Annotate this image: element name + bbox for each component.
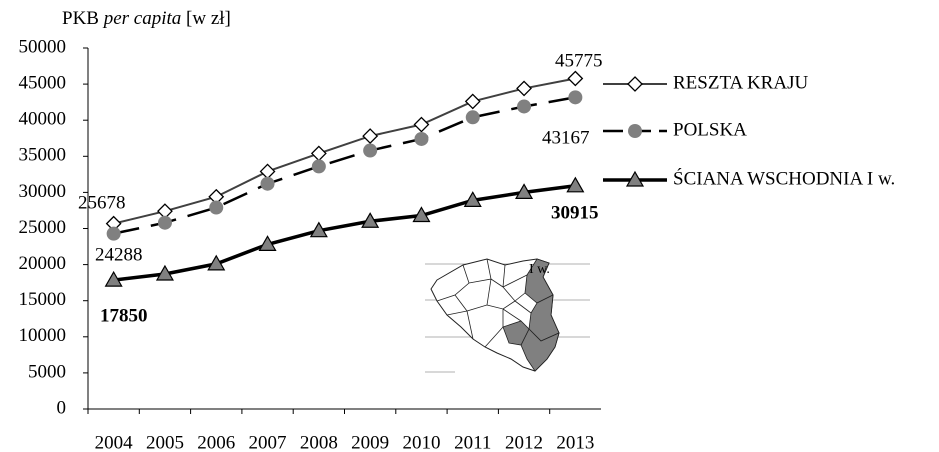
- marker: [463, 191, 482, 207]
- marker: [207, 254, 226, 271]
- marker: [260, 176, 275, 191]
- y-label-part: PKB: [62, 8, 104, 29]
- series: [105, 70, 584, 232]
- value-label: 45775: [555, 50, 603, 71]
- marker: [568, 90, 583, 105]
- y-tick-label: 50000: [19, 36, 67, 57]
- series-line: [113, 96, 576, 235]
- value-label: 43167: [542, 127, 590, 148]
- map-label: I w.: [529, 262, 550, 277]
- value-label: 17850: [100, 305, 148, 326]
- legend-marker: [625, 170, 645, 187]
- marker: [209, 200, 224, 215]
- marker: [567, 70, 584, 87]
- x-tick-label: 2011: [454, 432, 491, 452]
- series: [106, 90, 583, 241]
- x-tick-label: 2012: [505, 432, 543, 452]
- legend-marker: [627, 76, 643, 92]
- legend-label: POLSKA: [673, 119, 747, 140]
- x-tick-label: 2007: [249, 432, 287, 452]
- series-line: [113, 77, 576, 225]
- y-tick-label: 25000: [19, 217, 67, 238]
- x-tick-label: 2009: [351, 432, 389, 452]
- y-tick-label: 35000: [19, 145, 67, 166]
- y-tick-label: 45000: [19, 72, 67, 93]
- legend-marker: [628, 124, 642, 138]
- value-label: 30915: [551, 202, 599, 223]
- series-line: [113, 184, 576, 282]
- y-tick-label: 20000: [19, 253, 67, 274]
- marker: [155, 264, 174, 281]
- y-axis-label: PKB per capita [w zł]: [62, 8, 231, 29]
- value-label: 25678: [78, 192, 126, 213]
- marker: [258, 235, 277, 251]
- legend-label: ŚCIANA WSCHODNIA I w.: [673, 167, 895, 189]
- map-inset: I w.: [425, 258, 590, 373]
- y-tick-label: 10000: [19, 325, 67, 346]
- marker: [310, 145, 327, 162]
- y-label-part: [w zł]: [181, 8, 231, 29]
- marker: [104, 270, 123, 287]
- marker: [465, 110, 480, 125]
- marker: [516, 80, 532, 97]
- y-tick-label: 40000: [19, 109, 67, 130]
- marker: [414, 131, 429, 146]
- marker: [413, 116, 430, 133]
- marker: [362, 128, 379, 145]
- marker: [361, 212, 380, 228]
- y-tick-label: 5000: [28, 361, 66, 382]
- marker: [106, 226, 121, 241]
- y-label-part: per capita: [102, 8, 182, 29]
- series: [104, 176, 585, 287]
- value-label: 24288: [95, 244, 143, 265]
- marker: [566, 176, 585, 193]
- marker: [412, 206, 431, 223]
- y-tick-label: 0: [57, 397, 67, 418]
- marker: [464, 93, 481, 110]
- x-tick-label: 2006: [197, 432, 235, 452]
- marker: [309, 221, 328, 238]
- marker: [517, 99, 532, 114]
- marker: [157, 215, 172, 230]
- marker: [259, 163, 276, 180]
- x-tick-label: 2005: [146, 432, 184, 452]
- x-tick-label: 2004: [95, 432, 134, 452]
- y-tick-label: 15000: [19, 289, 67, 310]
- x-tick-label: 2013: [556, 432, 594, 452]
- marker: [311, 159, 326, 174]
- legend-label: RESZTA KRAJU: [673, 72, 808, 93]
- x-tick-label: 2008: [300, 432, 338, 452]
- y-tick-label: 30000: [19, 181, 67, 202]
- marker: [515, 183, 534, 199]
- marker: [363, 143, 378, 158]
- x-tick-label: 2010: [402, 432, 440, 452]
